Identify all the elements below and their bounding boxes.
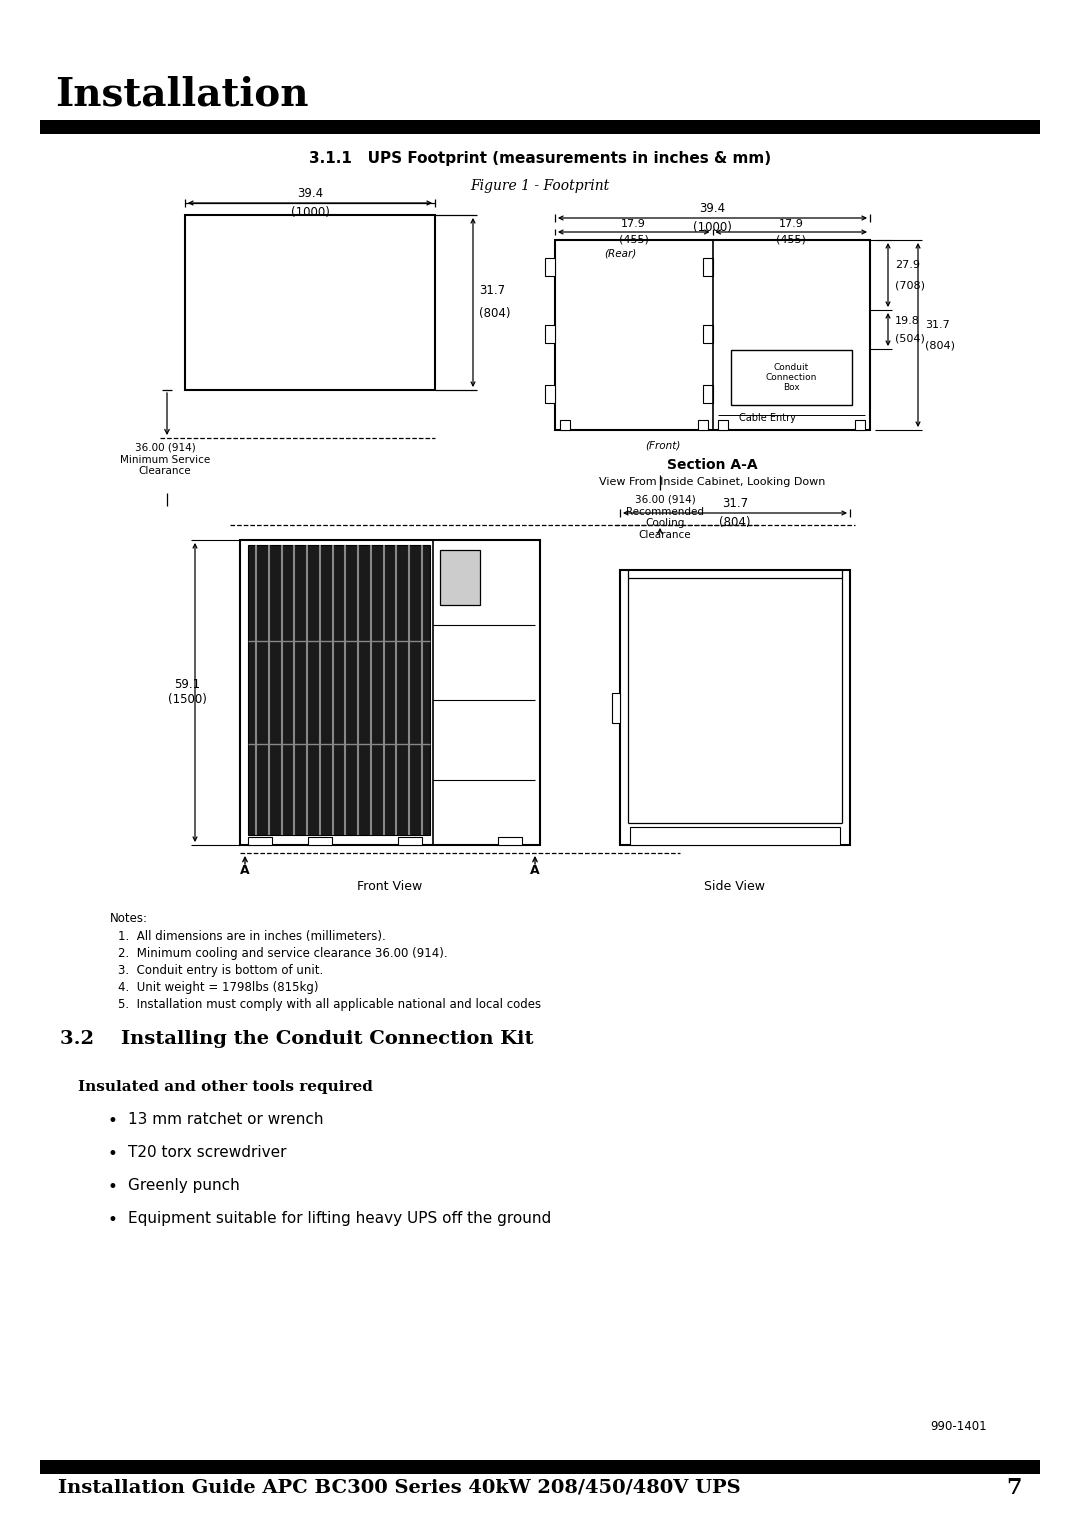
Bar xyxy=(498,837,522,845)
Text: Front View: Front View xyxy=(357,880,422,894)
Text: (1000): (1000) xyxy=(693,222,732,234)
Text: View From Inside Cabinet, Looking Down: View From Inside Cabinet, Looking Down xyxy=(599,477,826,487)
Text: T20 torx screwdriver: T20 torx screwdriver xyxy=(129,1144,286,1160)
Bar xyxy=(440,550,480,605)
Text: 36.00 (914)
Minimum Service
Clearance: 36.00 (914) Minimum Service Clearance xyxy=(120,443,211,477)
Bar xyxy=(555,240,870,429)
Bar xyxy=(248,545,430,834)
Text: •: • xyxy=(107,1212,117,1229)
Text: (804): (804) xyxy=(719,516,751,529)
Text: (1000): (1000) xyxy=(291,206,329,219)
Bar xyxy=(702,385,713,403)
Bar xyxy=(620,570,850,845)
Text: •: • xyxy=(107,1178,117,1196)
Text: (708): (708) xyxy=(895,280,924,290)
Text: Installation: Installation xyxy=(55,76,309,115)
Text: 1.  All dimensions are in inches (millimeters).: 1. All dimensions are in inches (millime… xyxy=(118,931,386,943)
Bar xyxy=(702,258,713,277)
Text: Cable Entry: Cable Entry xyxy=(739,413,796,423)
Bar xyxy=(185,215,435,390)
Text: 39.4: 39.4 xyxy=(297,186,323,200)
Bar xyxy=(40,121,1040,134)
Bar xyxy=(240,539,540,845)
Text: 39.4: 39.4 xyxy=(700,202,726,215)
Text: Equipment suitable for lifting heavy UPS off the ground: Equipment suitable for lifting heavy UPS… xyxy=(129,1212,551,1225)
Bar xyxy=(855,420,865,429)
Text: 2.  Minimum cooling and service clearance 36.00 (914).: 2. Minimum cooling and service clearance… xyxy=(118,947,447,960)
Text: 990-1401: 990-1401 xyxy=(930,1420,987,1433)
Text: (455): (455) xyxy=(619,235,649,244)
Text: 13 mm ratchet or wrench: 13 mm ratchet or wrench xyxy=(129,1112,324,1128)
Text: Greenly punch: Greenly punch xyxy=(129,1178,240,1193)
Text: 31.7: 31.7 xyxy=(480,284,505,298)
Text: 3.  Conduit entry is bottom of unit.: 3. Conduit entry is bottom of unit. xyxy=(118,964,323,976)
Bar xyxy=(308,837,332,845)
Text: 5.  Installation must comply with all applicable national and local codes: 5. Installation must comply with all app… xyxy=(118,998,541,1012)
Text: A: A xyxy=(240,865,249,877)
Bar xyxy=(730,350,852,405)
Text: A: A xyxy=(530,865,540,877)
Text: Notes:: Notes: xyxy=(110,912,148,924)
Text: 31.7: 31.7 xyxy=(924,319,949,330)
Bar xyxy=(545,258,555,277)
Text: •: • xyxy=(107,1144,117,1163)
Text: (455): (455) xyxy=(777,235,806,244)
Bar xyxy=(545,325,555,342)
Text: 59.1
(1500): 59.1 (1500) xyxy=(167,678,206,706)
Text: (804): (804) xyxy=(480,307,511,321)
Text: 31.7: 31.7 xyxy=(721,497,748,510)
Text: 17.9: 17.9 xyxy=(779,219,804,229)
Text: 3.2    Installing the Conduit Connection Kit: 3.2 Installing the Conduit Connection Ki… xyxy=(60,1030,534,1048)
Text: 3.1.1   UPS Footprint (measurements in inches & mm): 3.1.1 UPS Footprint (measurements in inc… xyxy=(309,150,771,165)
Text: Side View: Side View xyxy=(704,880,766,894)
Text: Installation Guide APC BC300 Series 40kW 208/450/480V UPS: Installation Guide APC BC300 Series 40kW… xyxy=(58,1479,741,1497)
Bar xyxy=(630,827,840,845)
Text: (Front): (Front) xyxy=(645,442,680,451)
Text: 4.  Unit weight = 1798lbs (815kg): 4. Unit weight = 1798lbs (815kg) xyxy=(118,981,319,995)
Text: 17.9: 17.9 xyxy=(621,219,646,229)
Bar xyxy=(40,1459,1040,1475)
Bar xyxy=(399,837,422,845)
Bar xyxy=(545,385,555,403)
Bar xyxy=(248,837,272,845)
Text: 19.8: 19.8 xyxy=(895,315,920,325)
Bar xyxy=(561,420,570,429)
Text: •: • xyxy=(107,1112,117,1131)
Bar xyxy=(612,692,620,723)
Text: (504): (504) xyxy=(895,333,924,344)
Bar xyxy=(698,420,707,429)
Text: Figure 1 - Footprint: Figure 1 - Footprint xyxy=(471,179,609,193)
Text: 7: 7 xyxy=(1007,1478,1022,1499)
Text: 36.00 (914)
Recommended
Cooling
Clearance: 36.00 (914) Recommended Cooling Clearanc… xyxy=(626,495,704,539)
Text: (804): (804) xyxy=(924,341,955,350)
Bar xyxy=(702,325,713,342)
Text: Section A-A: Section A-A xyxy=(667,458,758,472)
Text: 27.9: 27.9 xyxy=(895,260,920,270)
Text: Conduit
Connection
Box: Conduit Connection Box xyxy=(766,362,816,393)
Bar xyxy=(717,420,728,429)
Text: Insulated and other tools required: Insulated and other tools required xyxy=(78,1080,373,1094)
Text: (Rear): (Rear) xyxy=(604,249,636,260)
